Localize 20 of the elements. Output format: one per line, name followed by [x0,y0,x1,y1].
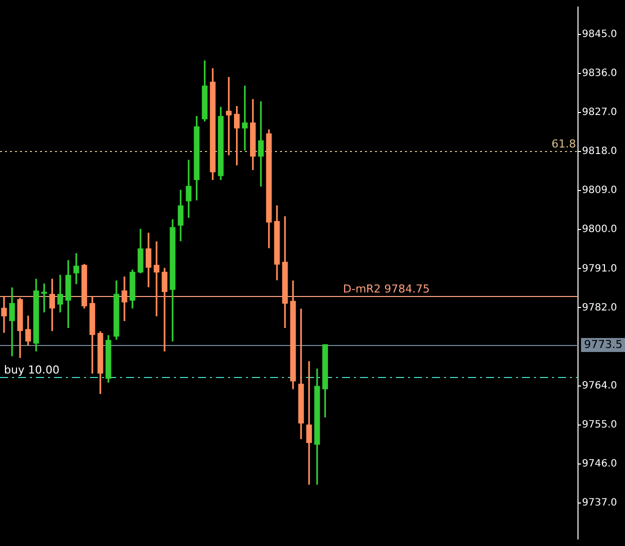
y-tick-label: 9755.0 [582,419,617,430]
annotation: 61.8 [552,137,576,150]
y-tick-label: 9737.0 [582,498,617,509]
candlestick [162,268,168,352]
y-tick-label: 9782.0 [582,302,617,314]
candlestick [154,241,160,316]
ref-line-label: D-mR2 9784.75 [343,282,430,296]
ref-line-label: buy 10.00 [4,363,60,376]
candlestick [1,296,7,333]
y-tick-label: 9800.0 [582,224,617,236]
y-tick-label: 9818.0 [582,146,617,158]
candlestick [306,361,312,485]
y-tick-label: 9827.0 [582,107,617,118]
ref-line-label: 9773.5 [584,338,622,351]
y-tick-label: 9836.0 [582,68,617,79]
y-tick-label: 9764.0 [582,380,617,392]
y-tick-label: 9845.0 [582,28,617,40]
y-tick-label: 9809.0 [582,185,617,196]
y-tick-label: 9746.0 [582,458,617,470]
y-tick-label: 9791.0 [582,263,617,274]
